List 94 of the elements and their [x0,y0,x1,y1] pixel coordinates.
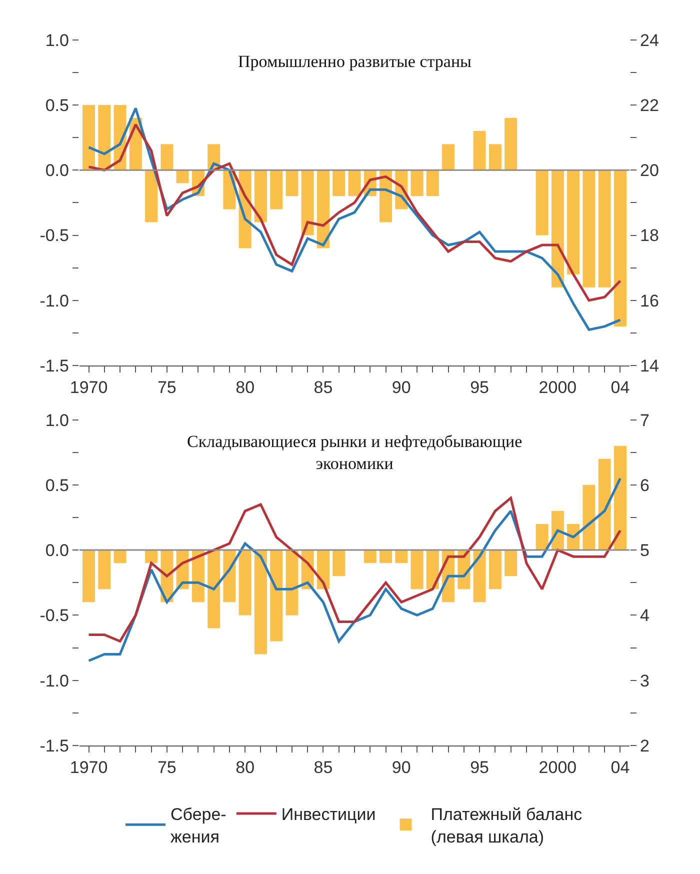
y2-tick-label: 5 [640,541,650,560]
y-tick-label: 0.5 [45,96,69,115]
y2-tick-label: 3 [640,671,650,690]
text: Складывающиеся рынки и нефтедобывающие экономики [187,432,522,474]
bar [82,550,96,602]
bar [473,550,486,602]
bar [614,170,626,326]
bar [82,105,96,170]
line-series [88,477,622,662]
bar [488,550,502,590]
bar [442,144,455,170]
y2-tick-label: 24 [640,30,659,50]
bar [598,458,611,550]
y-tick-label: 1.0 [45,30,69,50]
bar [364,550,376,564]
y2-tick-label: 7 [640,410,650,430]
x-tick-label: 2000 [538,378,577,397]
bar [254,550,267,654]
x-tick-label: 75 [157,758,176,777]
y2-tick-label: 22 [640,96,659,115]
y2-tick-label: 2 [640,736,650,756]
bar [536,170,548,236]
x-tick-label: 95 [470,758,490,777]
bar [551,170,564,288]
bar [426,170,439,196]
x-tick-label: 90 [392,758,411,777]
bar [598,170,611,288]
bar [270,170,283,210]
bar [582,484,596,550]
x-tick-label: 2000 [538,758,577,777]
y2-tick-label: 14 [640,356,659,376]
bar [332,550,346,576]
x-tick-label: 80 [236,758,255,777]
bar [238,550,252,616]
bar [614,446,626,550]
y-tick-label: 0.5 [45,476,69,495]
bar [582,170,596,288]
x-tick-label: 90 [392,378,411,397]
bar [254,170,267,222]
x-tick-label: 85 [314,378,333,397]
y-tick-label: -1.0 [40,291,69,310]
legend-label: Платежный баланс (левая шкала) [430,805,583,846]
y2-tick-label: 6 [640,476,650,495]
bar [286,170,298,196]
bar [380,550,392,564]
bar [395,550,408,564]
bar [208,550,220,628]
line-series [88,123,622,302]
bar [98,550,111,590]
line-series [88,496,622,642]
y2-tick-label: 20 [640,161,659,180]
x-tick-label: 04 [610,378,630,397]
y-tick-label: -0.5 [40,226,69,246]
y2-tick-label: 18 [640,226,659,246]
bar [316,170,330,248]
bar [567,170,580,274]
bar [348,170,361,196]
x-tick-label: 1970 [70,378,108,397]
bar [504,118,518,170]
text: Промышленно развитые страны [238,52,472,71]
bar [426,550,439,590]
bar [98,105,111,170]
x-tick-label: 1970 [70,758,108,777]
x-tick-label: 75 [157,378,176,397]
bar [473,131,486,170]
y-tick-label: -1.5 [40,356,69,376]
y-tick-label: -1.0 [40,671,69,690]
x-tick-label: 85 [314,758,333,777]
bar [301,170,314,236]
bar [286,550,298,616]
y-tick-label: -1.5 [40,736,69,756]
bar [410,550,424,590]
bar [488,144,502,170]
y-tick-label: 0.0 [45,161,69,180]
bar [145,170,158,222]
bar [536,524,548,550]
bar [160,144,174,170]
bar [270,550,283,642]
y2-tick-label: 4 [640,606,650,626]
legend-label: Сбере- жения [170,805,226,846]
bar [176,170,189,184]
y-tick-label: 0.0 [45,541,69,560]
bar [504,550,518,576]
bar [332,170,346,196]
legend-label: Инвестиции [281,805,376,824]
x-tick-label: 95 [470,378,490,397]
bar [145,550,158,564]
x-tick-label: 80 [236,378,255,397]
y2-tick-label: 16 [640,291,659,310]
bar [114,550,126,564]
y-tick-label: -0.5 [40,606,69,626]
bar [410,170,424,196]
y-tick-label: 1.0 [45,410,69,430]
x-tick-label: 04 [610,758,630,777]
